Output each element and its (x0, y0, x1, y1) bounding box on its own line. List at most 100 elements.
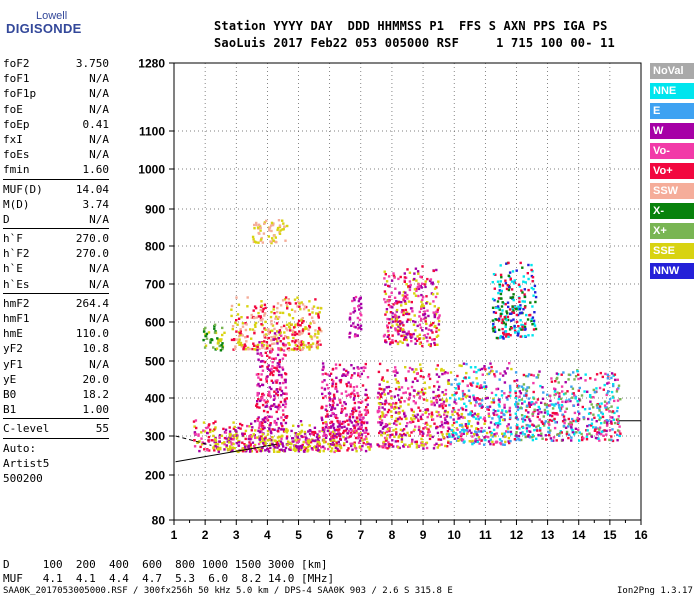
echo-point (300, 430, 303, 434)
echo-point (598, 432, 601, 436)
echo-point (286, 224, 289, 228)
echo-point (597, 414, 600, 417)
echo-point (430, 411, 434, 414)
echo-point (518, 395, 521, 398)
echo-point (423, 310, 426, 313)
echo-point (250, 450, 253, 453)
echo-point (420, 300, 423, 303)
echo-point (419, 432, 422, 436)
echo-point (282, 381, 285, 385)
echo-point (491, 370, 494, 373)
echo-point (300, 435, 303, 438)
echo-point (246, 346, 250, 350)
echo-point (420, 293, 423, 297)
echo-point (324, 372, 327, 375)
echo-point (546, 410, 549, 413)
echo-point (232, 421, 235, 424)
echo-point (365, 393, 368, 397)
echo-point (395, 310, 398, 313)
echo-point (351, 413, 354, 416)
echo-point (573, 432, 576, 436)
legend-item: W (650, 123, 694, 139)
echo-point (594, 426, 598, 429)
echo-point (306, 445, 309, 449)
echo-point (435, 367, 438, 371)
echo-point (523, 300, 526, 303)
param-name: h`Es (3, 277, 30, 291)
echo-point (592, 396, 595, 399)
echo-point (335, 416, 338, 419)
echo-point (261, 383, 265, 387)
echo-point (469, 411, 472, 414)
echo-point (294, 323, 297, 326)
echo-point (596, 431, 599, 434)
echo-point (420, 286, 423, 289)
echo-point (265, 219, 268, 223)
echo-point (394, 370, 398, 374)
echo-point (400, 301, 403, 304)
echo-point (464, 408, 468, 412)
echo-point (310, 432, 313, 435)
echo-point (388, 422, 391, 426)
echo-point (357, 427, 360, 431)
echo-point (347, 381, 350, 384)
echo-point (360, 436, 363, 439)
echo-point (293, 446, 296, 449)
echo-point (257, 429, 260, 432)
echo-point (404, 414, 407, 418)
echo-point (478, 398, 481, 401)
echo-point (322, 434, 325, 438)
echo-point (296, 322, 300, 325)
echo-point (498, 283, 501, 286)
echo-point (523, 394, 526, 397)
echo-point (328, 432, 332, 436)
echo-point (406, 268, 409, 271)
echo-point (526, 318, 530, 321)
echo-point (498, 378, 501, 381)
echo-point (495, 370, 498, 373)
echo-point (328, 404, 332, 407)
echo-point (315, 448, 318, 451)
echo-point (229, 433, 232, 436)
echo-point (224, 431, 228, 434)
echo-point (404, 308, 408, 312)
echo-point (564, 381, 567, 384)
echo-point (616, 399, 620, 402)
echo-point (606, 423, 609, 426)
echo-point (322, 445, 325, 448)
echo-point (276, 417, 280, 421)
echo-point (454, 378, 457, 381)
echo-point (566, 390, 569, 393)
echo-point (298, 347, 301, 350)
echo-point (532, 424, 535, 427)
echo-point (410, 339, 413, 343)
echo-point (424, 280, 427, 283)
echo-point (383, 388, 386, 391)
echo-point (277, 331, 281, 334)
echo-point (223, 443, 226, 446)
echo-point (349, 385, 352, 388)
echo-point (532, 294, 535, 297)
echo-point (204, 344, 208, 347)
echo-point (557, 403, 561, 407)
echo-point (391, 320, 394, 323)
echo-point (427, 428, 430, 431)
echo-point (331, 435, 335, 438)
echo-point (357, 299, 361, 303)
echo-point (248, 425, 251, 428)
echo-point (349, 395, 352, 398)
echo-point (432, 396, 435, 400)
echo-point (238, 439, 241, 443)
echo-point (338, 434, 342, 438)
echo-point (509, 277, 512, 280)
echo-point (523, 295, 527, 299)
echo-point (381, 411, 384, 414)
echo-point (412, 410, 415, 414)
echo-point (466, 426, 469, 430)
legend-item: E (650, 103, 694, 119)
echo-point (520, 289, 523, 292)
echo-point (399, 433, 402, 436)
echo-point (498, 289, 501, 292)
echo-point (405, 311, 409, 314)
echo-point (508, 410, 511, 413)
